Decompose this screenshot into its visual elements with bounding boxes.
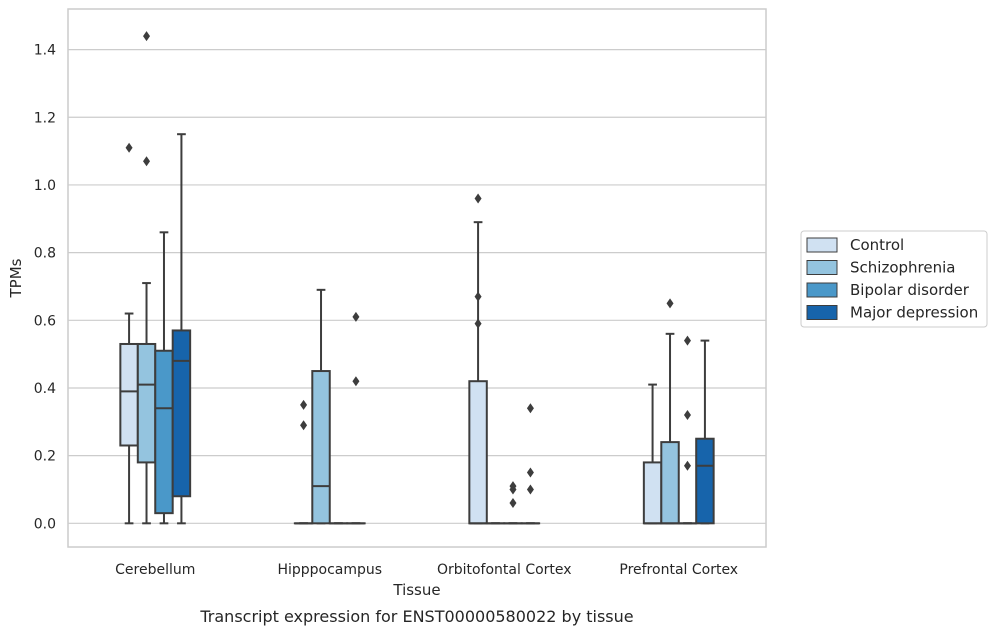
x-axis-ticks: Cerebellum Hipppocampus Orbitofontal Corte… [115,562,738,578]
legend-swatch [806,237,838,253]
legend-label: Control [850,236,904,254]
outlier-point [683,460,691,471]
x-tick-label: Cerebellum [115,562,195,578]
figure-caption: Transcript expression for ENST0000058002… [199,607,633,626]
x-tick-label: Orbitofontal Cortex [437,562,572,578]
x-tick-label: Hipppocampus [277,562,382,578]
outlier-point [300,399,308,410]
outlier-point [143,156,151,167]
y-tick-label: 1.4 [34,43,56,59]
outlier-point [509,498,517,509]
box-4-1 [642,383,663,525]
box-3-1 [468,193,488,525]
x-tick-label: Prefrontal Cortex [619,562,738,578]
box-3-3 [503,481,523,525]
box-body [642,461,663,525]
legend-frame [800,230,988,328]
outlier-point [526,403,534,414]
box-2-2 [311,288,331,525]
y-axis-label: TPMs [7,258,25,298]
box-body [119,342,139,447]
outlier-point [474,193,482,204]
y-tick-label: 0.0 [34,516,56,532]
box-body [311,370,331,525]
outlier-point [300,420,308,431]
box-4-2 [660,298,680,525]
box-body [136,342,157,464]
y-tick-label: 1.2 [34,110,56,126]
legend-swatch [806,282,838,298]
y-tick-label: 0.8 [34,246,56,262]
outlier-point [666,298,674,309]
outlier-point [125,142,133,153]
box-body [660,441,680,525]
legend-label: Major depression [850,304,978,322]
outlier-point [683,410,691,421]
legend-label: Bipolar disorder [850,281,970,299]
box-body [468,380,488,525]
box-2-4 [346,311,366,525]
box-body [695,437,715,525]
y-axis-ticks: 0.0 0.2 0.4 0.6 0.8 1.0 1.2 1.4 [34,43,56,533]
outlier-point [474,291,482,302]
y-tick-label: 0.2 [34,449,56,465]
legend-swatch [806,305,838,320]
outlier-point [474,318,482,329]
box-3-4 [520,403,541,525]
box-1-4 [171,133,192,525]
outlier-point [352,376,360,387]
y-tick-label: 0.4 [34,381,56,397]
outlier-point [526,484,534,495]
legend-swatch [806,260,838,275]
outlier-point [143,31,151,42]
x-axis-label: Tissue [392,581,440,599]
outlier-point [526,467,534,478]
y-tick-label: 1.0 [34,178,56,194]
box-body [171,329,192,498]
legend: Control Schizophrenia Bipolar disorder Majo… [800,230,988,328]
outlier-point [509,481,517,492]
box-body [154,349,174,515]
boxes [119,31,715,525]
y-tick-label: 0.6 [34,313,56,329]
box-4-4 [695,339,715,525]
plot-area-frame [67,8,767,548]
legend-label: Schizophrenia [850,259,955,277]
box-1-1 [119,142,139,525]
outlier-point [352,311,360,322]
outlier-point [683,335,691,346]
